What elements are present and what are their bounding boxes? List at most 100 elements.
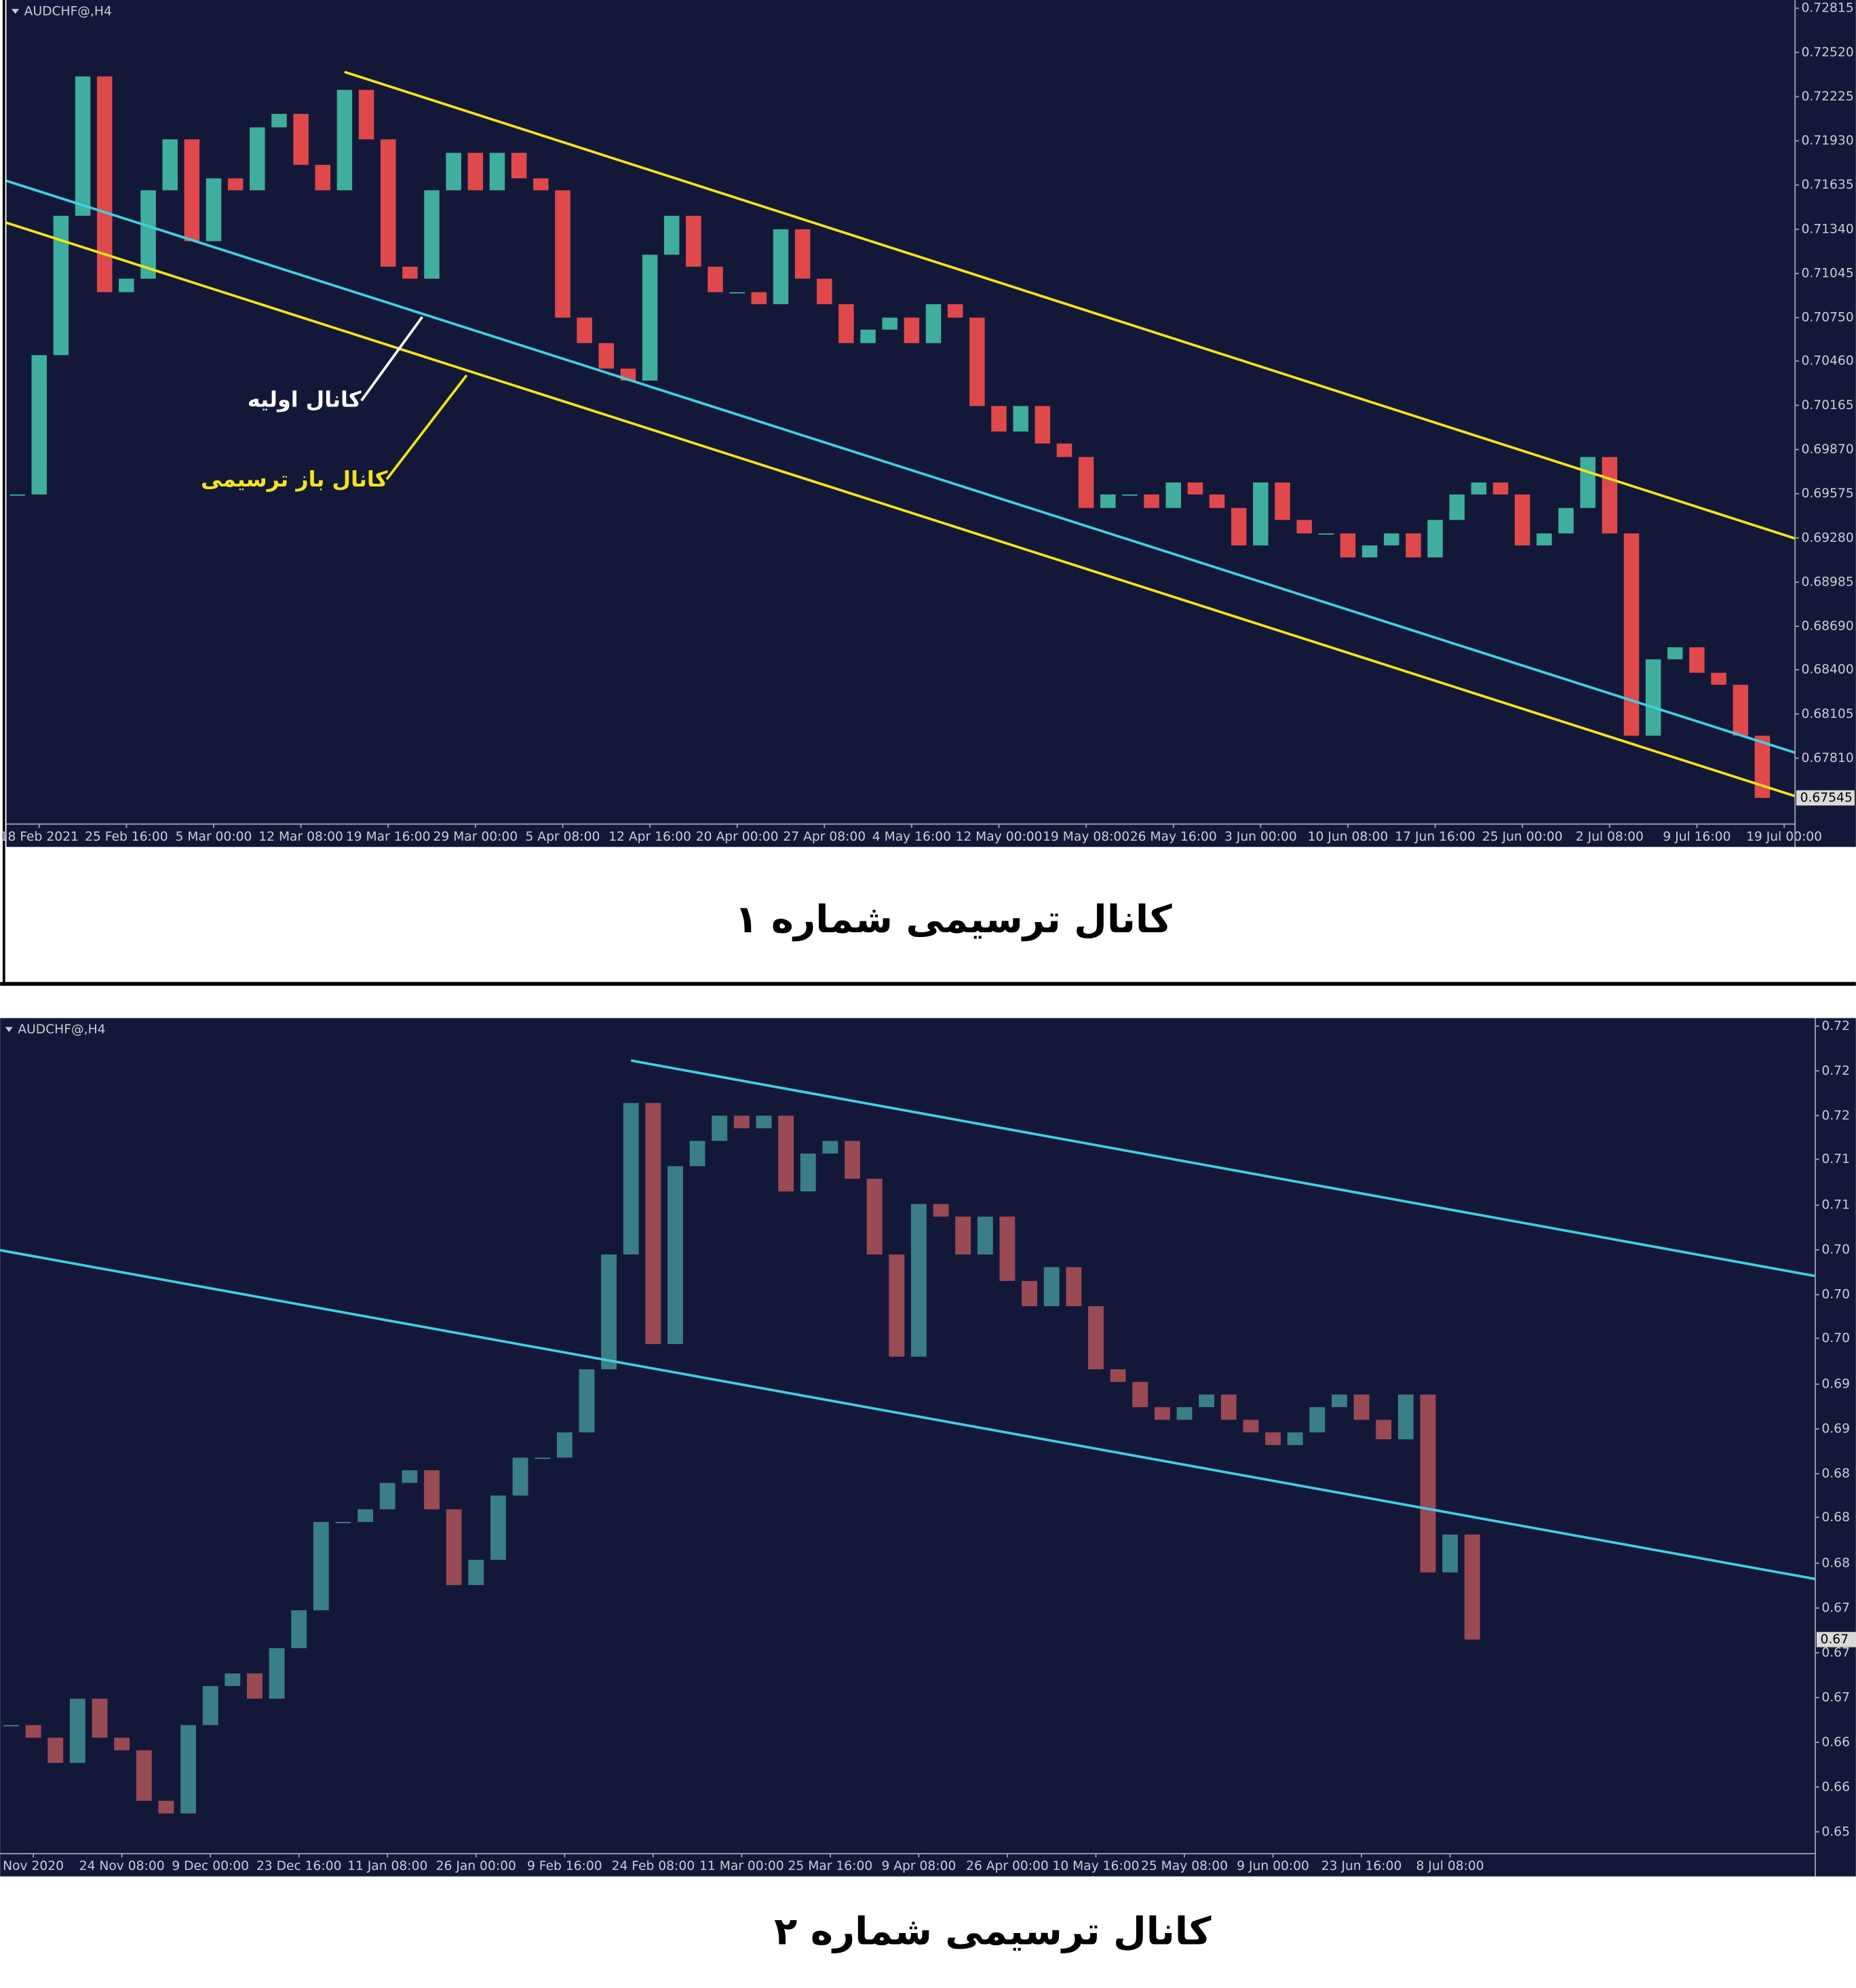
y-tick-label: 0.67 [1821,1601,1850,1615]
y-tick-label: 0.71930 [1801,134,1853,148]
candle [866,1179,883,1255]
x-tick-label: 4 May 16:00 [872,830,951,844]
x-tick-label: 23 Jun 16:00 [1321,1859,1402,1873]
annotation-arrow [360,316,423,402]
annotation-arrow [385,374,468,480]
x-tick-label: 5 Mar 00:00 [176,830,252,844]
candle [1471,482,1487,495]
candle [1536,533,1552,546]
candle [180,1725,196,1814]
candle [335,1522,351,1523]
candle [1176,1407,1193,1420]
x-tick-label: 20 Apr 00:00 [696,830,779,844]
current-price-box [1816,1632,1856,1647]
candle [402,267,418,279]
candle [889,1254,905,1357]
candle [1689,647,1705,673]
candle [225,1673,241,1686]
x-tick-label: 11 Jan 08:00 [347,1859,427,1873]
candle [271,113,287,128]
candle [555,190,571,318]
candle [1220,1394,1237,1420]
candle [1318,533,1334,535]
candle [977,1217,993,1255]
y-tick-label: 0.68 [1821,1510,1850,1525]
candle [75,76,91,216]
x-tick-label: 9 Feb 16:00 [527,1859,602,1873]
candle [1711,672,1726,685]
candle [1361,545,1378,558]
y-tick-label: 0.72 [1821,1064,1850,1078]
candle [358,90,374,140]
menu-triangle [5,1027,13,1033]
candle [1397,1394,1414,1440]
y-tick-label: 0.69280 [1801,531,1853,545]
candle [1296,520,1312,534]
candle [1165,482,1182,508]
y-tick-label: 0.68 [1821,1467,1850,1481]
y-tick-label: 0.70165 [1801,398,1853,413]
candle [756,1115,772,1128]
annotation: کانال اولیه [248,387,362,412]
channel-line [6,179,1796,754]
x-tick-label: 9 Jun 00:00 [1237,1859,1309,1873]
y-tick-label: 0.71045 [1801,267,1853,281]
y-tick-label: 0.72225 [1801,90,1853,104]
candle [1558,508,1574,534]
candle [999,1217,1016,1281]
candle [969,318,985,406]
candle [1420,1394,1436,1573]
x-tick-label: 24 Nov 08:00 [79,1859,165,1873]
candle [380,139,396,267]
candle [535,1457,551,1459]
y-tick-label: 0.69870 [1801,442,1853,457]
channel-line [0,1248,1816,1581]
candle [489,153,505,191]
candle [577,318,592,343]
y-tick-label: 0.65 [1821,1824,1850,1839]
candle [1287,1432,1303,1445]
candle [882,318,898,330]
candle [1645,659,1661,736]
y-tick-label: 0.69 [1821,1377,1850,1392]
y-tick-label: 0.71 [1821,1152,1850,1166]
y-tick-label: 0.69 [1821,1422,1850,1436]
candle [1275,482,1290,520]
candle [1265,1432,1281,1445]
candle [1187,482,1203,495]
x-tick-label: 9 Dec 00:00 [172,1859,249,1873]
y-tick-label: 0.72 [1821,1109,1850,1123]
candle [357,1509,374,1523]
candle [712,1115,728,1141]
x-tick-label: 10 May 16:00 [1052,1859,1139,1873]
candle [860,329,876,343]
candle [598,343,614,369]
candle [1514,494,1530,546]
x-tick-label: 19 Mar 16:00 [346,830,431,844]
x-tick-label: 19 May 08:00 [1043,830,1129,844]
x-tick-label: 5 Apr 08:00 [526,830,600,844]
candle [1035,406,1051,444]
current-price-label: 0.67 [1821,1632,1849,1647]
candle [1332,1394,1347,1407]
candle [114,1738,130,1751]
x-tick-label: 12 Apr 16:00 [608,830,691,844]
candle [184,139,200,242]
candle [402,1470,418,1483]
candle [1442,1534,1458,1573]
channel-line [6,221,1796,798]
candle [729,292,745,294]
y-tick-label: 0.70 [1821,1288,1850,1302]
candle [1022,1280,1038,1307]
candle [1088,1306,1104,1370]
y-tick-label: 0.68690 [1801,619,1853,634]
candle [512,1457,528,1496]
candle [751,292,767,305]
y-tick-label: 0.71 [1821,1198,1850,1212]
candle [991,406,1007,432]
candle [686,216,701,267]
candle [1449,494,1465,520]
x-tick-label: 18 Feb 2021 [0,830,79,844]
candle [1078,457,1094,508]
x-tick-label: 10 Jun 08:00 [1308,830,1389,844]
